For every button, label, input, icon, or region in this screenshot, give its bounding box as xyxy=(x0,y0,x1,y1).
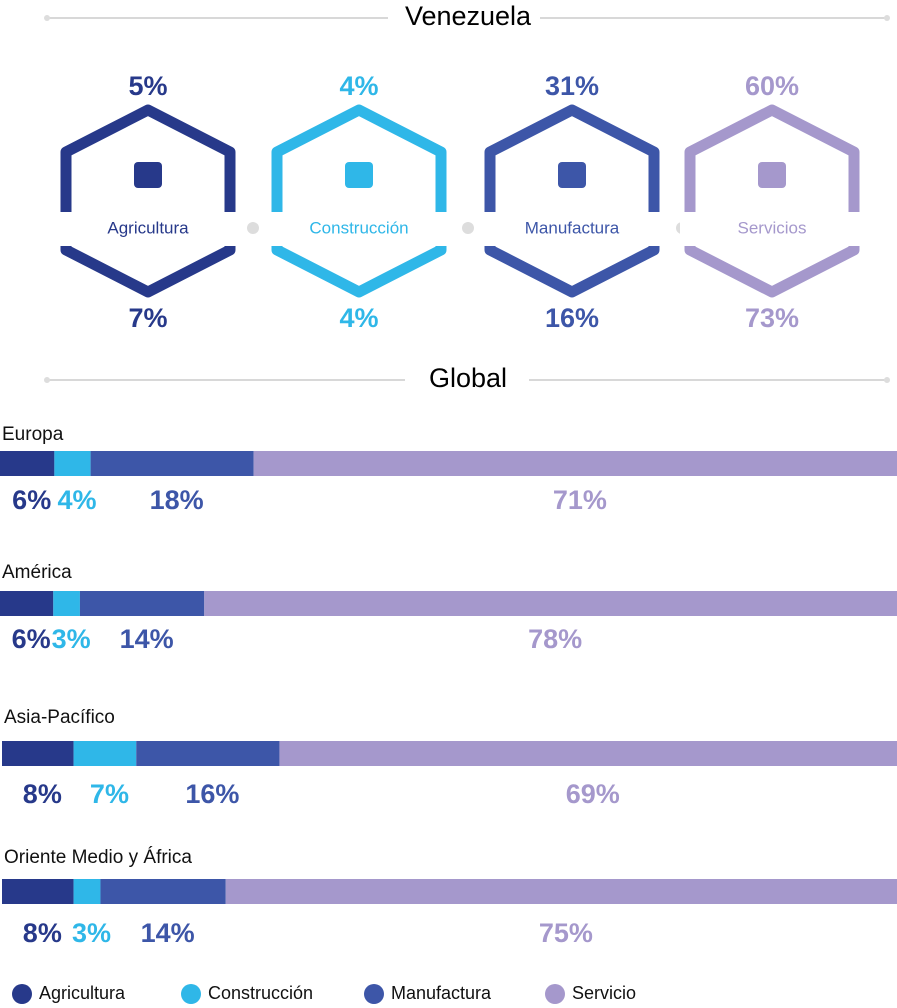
top-value: 4% xyxy=(339,71,378,101)
icon xyxy=(134,162,162,188)
icon xyxy=(558,162,586,188)
value-label: 6% xyxy=(12,485,51,515)
bar-segment xyxy=(0,451,55,476)
top-value: 31% xyxy=(545,71,599,101)
value-label: 6% xyxy=(12,624,51,654)
icon xyxy=(345,162,373,188)
value-label: 8% xyxy=(23,779,62,809)
value-label: 18% xyxy=(150,485,204,515)
label-bg xyxy=(680,212,864,246)
separator-dot xyxy=(462,222,474,234)
value-label: 14% xyxy=(141,918,195,948)
legend-label: Servicio xyxy=(572,983,636,1003)
sector-label: Manufactura xyxy=(525,218,620,237)
bar-segment xyxy=(54,451,91,476)
value-label: 69% xyxy=(566,779,620,809)
top-value: 60% xyxy=(745,71,799,101)
value-label: 4% xyxy=(57,485,96,515)
legend-swatch xyxy=(364,984,384,1004)
hexagon xyxy=(271,104,447,298)
region-label: Europa xyxy=(2,424,64,445)
bottom-value: 7% xyxy=(128,303,167,333)
bottom-value: 16% xyxy=(545,303,599,333)
legend-label: Manufactura xyxy=(391,983,492,1003)
bar-segment xyxy=(2,741,74,766)
header-dot xyxy=(884,15,890,21)
header-dot xyxy=(884,377,890,383)
value-label: 3% xyxy=(52,624,91,654)
section-title: Venezuela xyxy=(405,1,532,31)
bar-segment xyxy=(73,879,101,904)
bar-segment xyxy=(100,879,226,904)
hexagon xyxy=(60,104,236,298)
hexagon xyxy=(684,104,860,298)
header-dot xyxy=(44,377,50,383)
legend-label: Construcción xyxy=(208,983,313,1003)
value-label: 78% xyxy=(528,624,582,654)
value-label: 75% xyxy=(539,918,593,948)
bar-segment xyxy=(79,591,205,616)
header-bg xyxy=(405,364,529,396)
value-label: 3% xyxy=(72,918,111,948)
header-bg xyxy=(388,2,540,34)
value-label: 7% xyxy=(90,779,129,809)
bottom-value: 73% xyxy=(745,303,799,333)
region-label: Oriente Medio y África xyxy=(4,847,192,868)
value-label: 71% xyxy=(553,485,607,515)
top-value: 5% xyxy=(128,71,167,101)
legend-swatch xyxy=(545,984,565,1004)
header-dot xyxy=(44,15,50,21)
bar-segment xyxy=(73,741,137,766)
bar-segment xyxy=(204,591,897,616)
region-label: América xyxy=(2,562,72,583)
bottom-value: 4% xyxy=(339,303,378,333)
region-label: Asia-Pacífico xyxy=(4,707,115,728)
sector-label: Servicios xyxy=(738,218,807,237)
bar-segment xyxy=(90,451,254,476)
global-header: Global xyxy=(44,363,890,396)
hexagon xyxy=(484,104,660,298)
label-bg xyxy=(56,212,240,246)
bar-segment xyxy=(0,591,54,616)
label-bg xyxy=(480,212,664,246)
venezuela-header: Venezuela xyxy=(44,1,890,34)
bar-segment xyxy=(2,879,74,904)
value-label: 14% xyxy=(120,624,174,654)
section-title: Global xyxy=(429,363,507,393)
bar-segment xyxy=(136,741,280,766)
value-label: 16% xyxy=(185,779,239,809)
legend-swatch xyxy=(12,984,32,1004)
bar-segment xyxy=(225,879,897,904)
value-label: 8% xyxy=(23,918,62,948)
bar-segment xyxy=(53,591,80,616)
legend-swatch xyxy=(181,984,201,1004)
bar-segment xyxy=(253,451,897,476)
sector-label: Agricultura xyxy=(107,218,189,237)
sector-label: Construcción xyxy=(309,218,408,237)
separator-dot xyxy=(247,222,259,234)
icon xyxy=(758,162,786,188)
legend-label: Agricultura xyxy=(39,983,126,1003)
label-bg xyxy=(267,212,451,246)
bar-segment xyxy=(279,741,897,766)
